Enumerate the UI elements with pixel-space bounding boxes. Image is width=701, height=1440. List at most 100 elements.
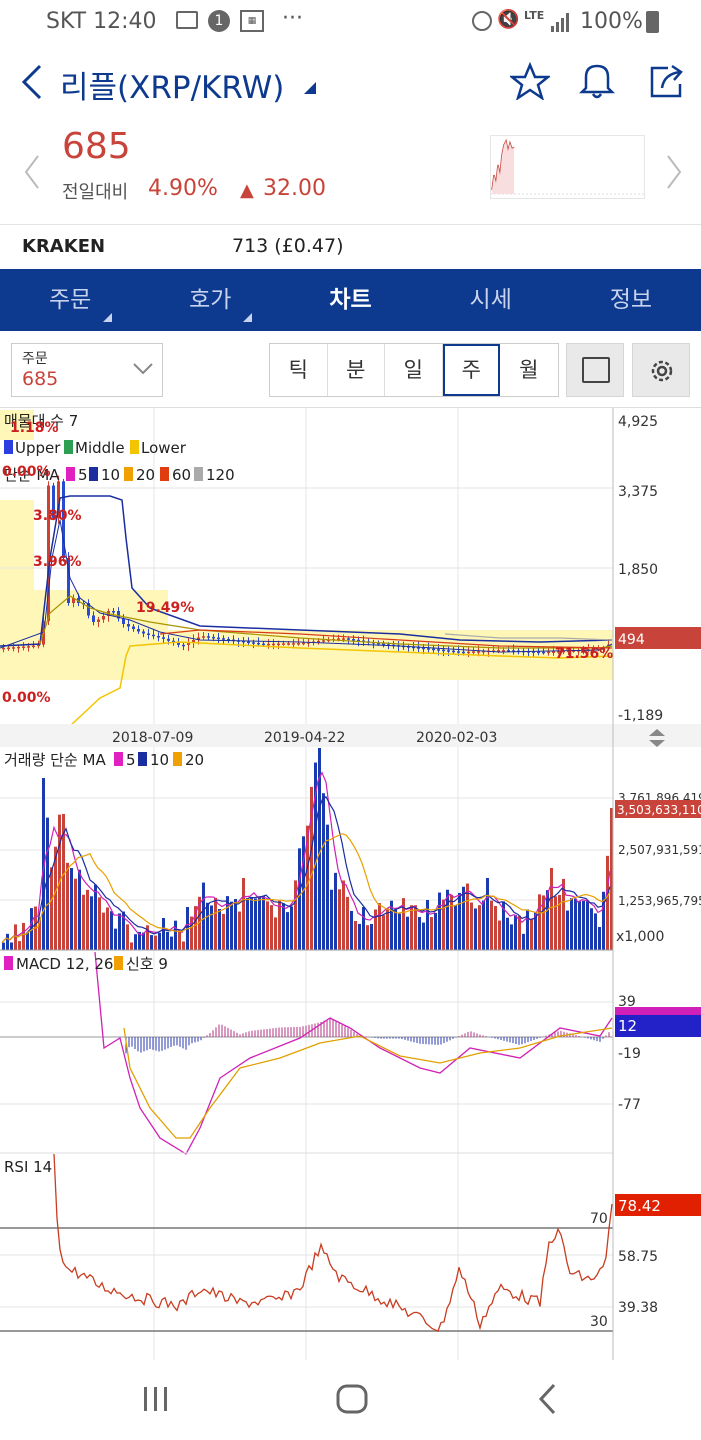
price-y-tick: 1,850 (618, 562, 658, 578)
legend-swatch (89, 467, 98, 481)
candle (52, 485, 55, 518)
scroll-down-icon[interactable] (649, 740, 665, 747)
volume-bar (578, 901, 581, 950)
chart-area[interactable]: 매물대 수 7 Upper Middle Lower 단순 MA 5 10 20… (0, 408, 701, 1360)
period-month[interactable]: 월 (500, 344, 558, 396)
order-select[interactable]: 주문 685 (11, 343, 163, 397)
period-tick[interactable]: 틱 (270, 344, 328, 396)
share-icon[interactable] (646, 62, 686, 100)
period-minute[interactable]: 분 (327, 344, 385, 396)
tab-order-label: 주문 (48, 287, 92, 313)
fullscreen-button[interactable] (566, 343, 624, 397)
legend-swatch (194, 467, 203, 481)
star-icon[interactable] (510, 62, 550, 100)
volume-bar (54, 846, 57, 950)
volume-bar (82, 894, 85, 950)
volume-bar (606, 855, 609, 950)
candle (127, 624, 130, 627)
volume-bar (546, 890, 549, 950)
candle (602, 648, 605, 650)
tab-info[interactable]: 정보 (561, 269, 701, 331)
legend-swatch (64, 440, 73, 454)
legend-swatch (138, 752, 147, 766)
candle (442, 649, 445, 652)
volume-bar (278, 900, 281, 950)
ma-120-line (444, 633, 613, 641)
volume-bar (554, 896, 557, 950)
scroll-up-icon[interactable] (649, 729, 665, 736)
macd-current-value: 12 (618, 1017, 637, 1035)
volume-bar (354, 920, 357, 950)
volume-bar (526, 909, 529, 950)
volume-bar (458, 892, 461, 950)
candle (202, 636, 205, 638)
volume-bar (402, 898, 405, 950)
period-week[interactable]: 주 (442, 344, 500, 396)
candle (507, 650, 510, 652)
current-volume-label: 3,503,633,110 (617, 803, 701, 817)
back-nav-icon[interactable] (536, 1382, 560, 1416)
volume-bar (102, 912, 105, 950)
candle (462, 651, 465, 654)
volume-bar (234, 899, 237, 950)
legend-upper: Upper (15, 439, 61, 457)
volume-bar (370, 924, 373, 950)
volume-bar (78, 869, 81, 950)
volume-bar (398, 913, 401, 950)
volume-bar (134, 934, 137, 950)
candle (217, 637, 220, 640)
candle (302, 642, 305, 645)
candle (67, 558, 70, 603)
volume-bar (114, 928, 117, 950)
candle (557, 651, 560, 653)
candle (317, 640, 320, 643)
volume-bar (50, 867, 53, 950)
page-title[interactable]: 리플(XRP/KRW) (60, 70, 285, 106)
home-icon[interactable] (334, 1382, 370, 1416)
volume-bar (362, 907, 365, 950)
candle (2, 647, 5, 650)
volume-bar (290, 906, 293, 950)
volume-bar (570, 898, 573, 950)
candle (502, 650, 505, 652)
volume-bar (26, 932, 29, 950)
back-icon[interactable] (18, 62, 46, 102)
macd-line (94, 951, 613, 1155)
exchange-value: 713 (£0.47) (232, 235, 344, 257)
volume-bar (242, 878, 245, 950)
candle (597, 648, 600, 651)
tab-orderbook[interactable]: 호가 (140, 269, 280, 331)
volume-bar (218, 909, 221, 950)
prev-icon[interactable] (22, 154, 42, 190)
price-y-tick: -1,189 (618, 708, 663, 724)
candle (197, 637, 200, 640)
candle (457, 651, 460, 653)
volume-bar (430, 917, 433, 950)
settings-button[interactable] (632, 343, 690, 397)
order-select-value: 685 (22, 368, 59, 390)
volume-bar (262, 895, 265, 950)
tab-chart[interactable]: 차트 (280, 269, 420, 331)
volume-bar (258, 896, 261, 950)
title-dropdown-icon[interactable] (304, 82, 318, 96)
rsi-title: RSI 14 (4, 1158, 52, 1176)
volume-bar (254, 898, 257, 950)
volume-bar (238, 911, 241, 950)
volume-bar (534, 912, 537, 950)
legend-lower: Lower (141, 439, 187, 457)
tab-quotes[interactable]: 시세 (421, 269, 561, 331)
candle (552, 651, 555, 653)
volume-bar (222, 913, 225, 950)
bell-icon[interactable] (578, 60, 616, 100)
next-icon[interactable] (664, 154, 684, 190)
candle (357, 639, 360, 642)
candle (572, 650, 575, 652)
candle (97, 619, 100, 622)
rsi-panel: RSI 14 70 30 78.42 58.75 39.38 (0, 1152, 701, 1332)
candle (472, 651, 475, 653)
recent-apps-icon[interactable] (140, 1384, 172, 1414)
candle (262, 643, 265, 646)
period-day[interactable]: 일 (385, 344, 443, 396)
candle (27, 646, 30, 648)
tab-order[interactable]: 주문 (0, 269, 140, 331)
